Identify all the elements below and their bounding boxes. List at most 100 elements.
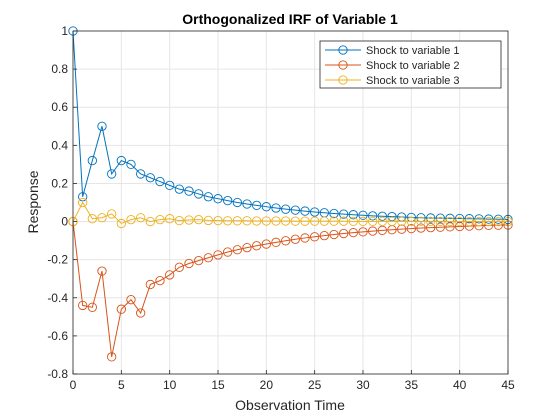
data-point: [87, 302, 97, 312]
data-point: [242, 216, 252, 226]
data-point: [174, 184, 184, 194]
data-point: [329, 208, 339, 219]
x-tick-label: 15: [211, 378, 225, 392]
data-point: [184, 215, 194, 225]
data-point: [116, 218, 126, 229]
data-point: [377, 225, 387, 235]
data-point: [242, 199, 252, 209]
data-point: [310, 207, 320, 217]
ticks: [72, 30, 509, 375]
data-point: [368, 216, 378, 227]
legend-swatch-marker: [338, 45, 348, 55]
data-point: [261, 239, 271, 249]
data-point: [435, 216, 445, 227]
data-point: [281, 236, 291, 246]
data-point: [426, 216, 436, 227]
data-point: [261, 216, 271, 226]
data-point: [203, 215, 213, 226]
data-point: [271, 237, 281, 247]
data-point: [474, 214, 484, 224]
data-point: [426, 222, 436, 233]
data-point: [406, 216, 416, 227]
data-point: [348, 227, 358, 238]
legend-entry-label: Shock to variable 2: [366, 60, 460, 72]
data-point: [213, 215, 223, 226]
data-point: [329, 229, 339, 240]
legend: Shock to variable 1 Shock to variable 2 Sh…: [319, 40, 502, 89]
data-point: [493, 216, 503, 227]
data-point: [290, 216, 300, 226]
x-tick-label: 40: [453, 378, 467, 392]
data-point: [319, 231, 329, 241]
y-tick-label: 1: [61, 24, 68, 38]
data-point: [416, 213, 426, 223]
data-point: [165, 214, 175, 224]
data-point: [387, 216, 397, 227]
y-tick-label: 0.6: [51, 100, 68, 114]
x-tick-label: 25: [308, 378, 322, 392]
data-point: [377, 216, 387, 227]
data-point: [339, 228, 349, 239]
data-point: [348, 216, 358, 227]
data-point: [194, 214, 204, 225]
data-point: [300, 216, 310, 226]
data-point: [310, 216, 320, 226]
y-tick-label: 0.8: [51, 62, 68, 76]
data-point: [78, 300, 88, 311]
data-point: [194, 189, 204, 199]
chart-title: Orthogonalized IRF of Variable 1: [182, 11, 398, 27]
data-point: [416, 223, 426, 233]
data-point: [484, 214, 494, 224]
data-point: [493, 214, 503, 224]
data-point: [126, 295, 136, 305]
data-point: [155, 275, 165, 286]
data-point: [300, 206, 310, 216]
x-tick-label: 30: [356, 378, 370, 392]
x-tick-label: 45: [501, 378, 515, 392]
series-3: [68, 197, 513, 229]
data-point: [290, 234, 300, 244]
x-tick-label: 5: [118, 378, 125, 392]
data-point: [203, 253, 213, 263]
data-point: [435, 222, 445, 232]
data-point: [435, 213, 445, 223]
y-tick-label: -0.2: [47, 253, 68, 267]
data-point: [406, 223, 416, 234]
data-point: [358, 216, 368, 227]
y-tick-label: -0.4: [47, 291, 68, 305]
data-point: [261, 202, 271, 212]
data-point: [223, 247, 233, 257]
data-point: [203, 192, 213, 202]
series-layer: [68, 26, 513, 362]
x-tick-label: 10: [163, 378, 177, 392]
data-point: [145, 279, 155, 290]
data-point: [126, 214, 136, 225]
data-point: [339, 216, 349, 226]
data-point: [348, 210, 358, 220]
series-line: [72, 30, 509, 220]
x-tick-label: 0: [70, 378, 77, 392]
x-tick-label: 35: [405, 378, 419, 392]
data-point: [445, 222, 455, 232]
data-point: [377, 211, 387, 221]
data-point: [116, 155, 126, 166]
data-point: [329, 216, 339, 226]
data-point: [223, 195, 233, 206]
x-tick-label: 20: [260, 378, 274, 392]
data-point: [184, 258, 194, 269]
data-point: [493, 220, 503, 230]
data-point: [136, 308, 146, 318]
data-point: [97, 213, 107, 223]
data-point: [165, 180, 175, 191]
data-point: [78, 197, 88, 208]
data-point: [445, 216, 455, 227]
grid: [72, 30, 509, 375]
data-point: [464, 216, 474, 227]
data-point: [107, 209, 117, 219]
data-point: [252, 200, 262, 211]
data-point: [290, 205, 300, 215]
data-point: [87, 155, 97, 166]
data-point: [184, 186, 194, 196]
data-point: [319, 216, 329, 226]
data-point: [252, 216, 262, 226]
